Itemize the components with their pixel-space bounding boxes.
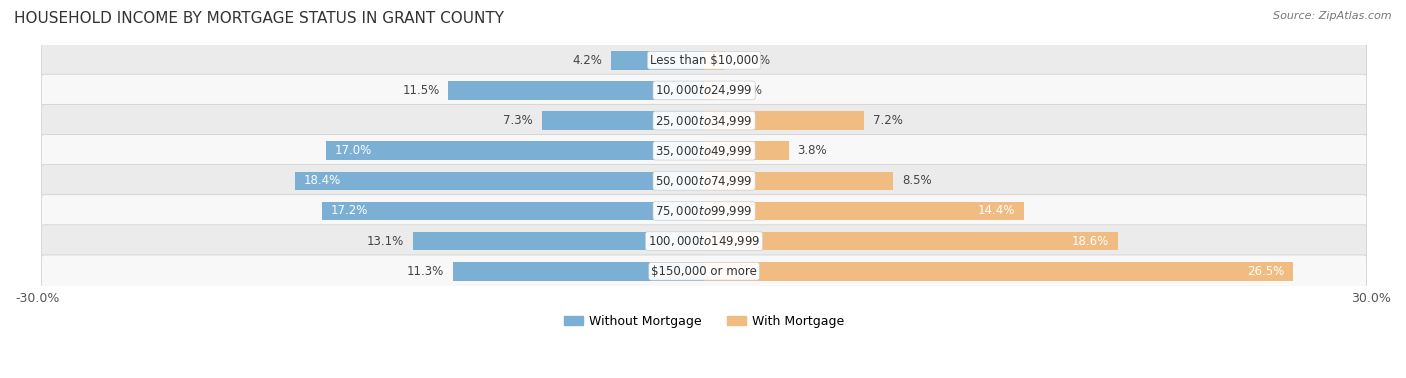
Text: $25,000 to $34,999: $25,000 to $34,999 — [655, 113, 752, 128]
Bar — [541, 111, 704, 130]
Bar — [704, 111, 865, 130]
FancyBboxPatch shape — [42, 135, 1367, 167]
Bar — [295, 172, 704, 190]
FancyBboxPatch shape — [42, 74, 1367, 107]
Text: HOUSEHOLD INCOME BY MORTGAGE STATUS IN GRANT COUNTY: HOUSEHOLD INCOME BY MORTGAGE STATUS IN G… — [14, 11, 505, 26]
Text: 0.89%: 0.89% — [733, 54, 770, 67]
Legend: Without Mortgage, With Mortgage: Without Mortgage, With Mortgage — [560, 310, 849, 333]
Bar — [704, 81, 716, 100]
Text: $50,000 to $74,999: $50,000 to $74,999 — [655, 174, 752, 188]
Bar — [704, 262, 1294, 280]
FancyBboxPatch shape — [42, 255, 1367, 288]
Text: $75,000 to $99,999: $75,000 to $99,999 — [655, 204, 752, 218]
Bar — [704, 141, 789, 160]
Text: 11.3%: 11.3% — [406, 265, 444, 278]
Text: 14.4%: 14.4% — [979, 204, 1015, 217]
FancyBboxPatch shape — [42, 44, 1367, 77]
Bar — [413, 232, 704, 251]
FancyBboxPatch shape — [42, 104, 1367, 137]
Text: 18.6%: 18.6% — [1071, 235, 1109, 248]
Text: 0.55%: 0.55% — [725, 84, 762, 97]
FancyBboxPatch shape — [42, 195, 1367, 227]
FancyBboxPatch shape — [42, 164, 1367, 197]
Text: 11.5%: 11.5% — [402, 84, 440, 97]
Bar — [704, 201, 1024, 220]
Text: 8.5%: 8.5% — [903, 174, 932, 187]
FancyBboxPatch shape — [42, 225, 1367, 257]
Text: 17.2%: 17.2% — [330, 204, 368, 217]
Text: 3.8%: 3.8% — [797, 144, 827, 157]
Text: $35,000 to $49,999: $35,000 to $49,999 — [655, 144, 752, 158]
Bar — [326, 141, 704, 160]
Text: 26.5%: 26.5% — [1247, 265, 1284, 278]
Text: 4.2%: 4.2% — [572, 54, 602, 67]
Text: 18.4%: 18.4% — [304, 174, 342, 187]
Bar — [610, 51, 704, 70]
Bar — [449, 81, 704, 100]
Bar — [704, 232, 1118, 251]
Text: Less than $10,000: Less than $10,000 — [650, 54, 758, 67]
Text: $100,000 to $149,999: $100,000 to $149,999 — [648, 234, 761, 248]
Text: Source: ZipAtlas.com: Source: ZipAtlas.com — [1274, 11, 1392, 21]
Text: 7.2%: 7.2% — [873, 114, 903, 127]
Bar — [453, 262, 704, 280]
Text: $10,000 to $24,999: $10,000 to $24,999 — [655, 84, 752, 98]
Text: 13.1%: 13.1% — [367, 235, 404, 248]
Text: $150,000 or more: $150,000 or more — [651, 265, 756, 278]
Bar — [704, 172, 893, 190]
Bar — [704, 51, 724, 70]
Bar — [322, 201, 704, 220]
Text: 17.0%: 17.0% — [335, 144, 373, 157]
Text: 7.3%: 7.3% — [503, 114, 533, 127]
